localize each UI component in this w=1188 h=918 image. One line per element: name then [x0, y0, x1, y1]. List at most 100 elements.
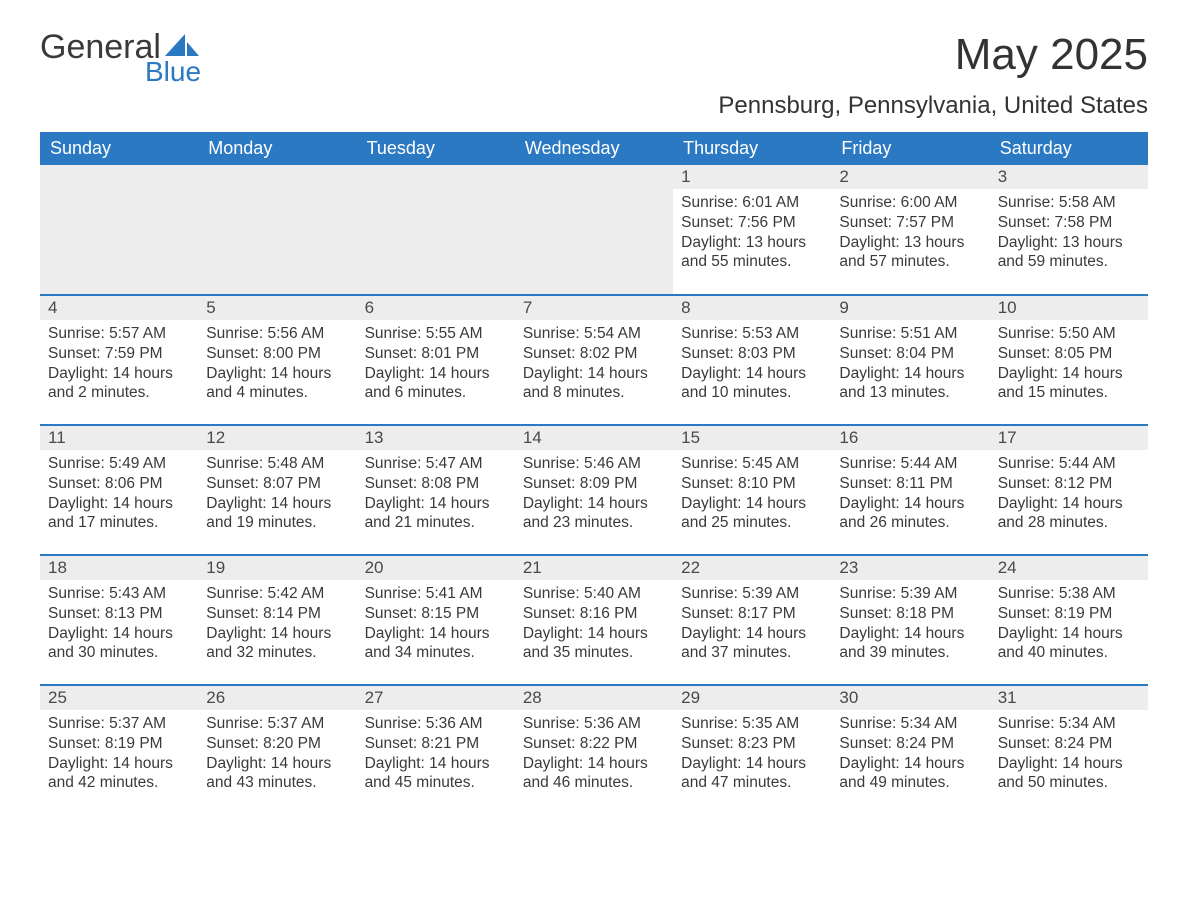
- sunset-text: Sunset: 8:14 PM: [206, 604, 348, 624]
- sunset-text: Sunset: 8:16 PM: [523, 604, 665, 624]
- day-number: 31: [990, 686, 1148, 710]
- header: General Blue May 2025: [40, 30, 1148, 86]
- daylight-text: Daylight: 14 hours and 37 minutes.: [681, 624, 823, 664]
- daylight-text: Daylight: 13 hours and 55 minutes.: [681, 233, 823, 273]
- calendar-week: 4 Sunrise: 5:57 AMSunset: 7:59 PM Daylight…: [40, 295, 1148, 425]
- day-number: 4: [40, 296, 198, 320]
- sunrise-text: Sunrise: 5:44 AM: [839, 454, 981, 474]
- logo-word-2: Blue: [145, 58, 201, 86]
- sunrise-text: Sunrise: 5:37 AM: [206, 714, 348, 734]
- calendar-cell: ..: [357, 165, 515, 295]
- sunrise-text: Sunrise: 5:35 AM: [681, 714, 823, 734]
- sunset-text: Sunset: 8:07 PM: [206, 474, 348, 494]
- sunset-text: Sunset: 8:08 PM: [365, 474, 507, 494]
- calendar-table: Sunday Monday Tuesday Wednesday Thursday…: [40, 132, 1148, 815]
- daylight-text: Daylight: 14 hours and 40 minutes.: [998, 624, 1140, 664]
- sunset-text: Sunset: 8:04 PM: [839, 344, 981, 364]
- calendar-cell: 8Sunrise: 5:53 AMSunset: 8:03 PMDaylight…: [673, 295, 831, 425]
- page-title: May 2025: [955, 30, 1148, 80]
- sunrise-text: Sunrise: 5:51 AM: [839, 324, 981, 344]
- day-number: 27: [357, 686, 515, 710]
- day-number: 22: [673, 556, 831, 580]
- day-details: Sunrise: 6:00 AMSunset: 7:57 PMDaylight:…: [831, 189, 989, 280]
- sunrise-text: Sunrise: 5:39 AM: [681, 584, 823, 604]
- calendar-cell: 25Sunrise: 5:37 AMSunset: 8:19 PMDayligh…: [40, 685, 198, 815]
- logo-word-1: General: [40, 30, 161, 64]
- day-number: 8: [673, 296, 831, 320]
- day-details: Sunrise: 5:47 AMSunset: 8:08 PMDaylight:…: [357, 450, 515, 541]
- calendar-cell: 27Sunrise: 5:36 AMSunset: 8:21 PMDayligh…: [357, 685, 515, 815]
- sunrise-text: Sunrise: 5:34 AM: [839, 714, 981, 734]
- calendar-cell: 13Sunrise: 5:47 AMSunset: 8:08 PMDayligh…: [357, 425, 515, 555]
- daylight-text: Daylight: 14 hours and 43 minutes.: [206, 754, 348, 794]
- daylight-text: Daylight: 14 hours and 6 minutes.: [365, 364, 507, 404]
- day-number: 16: [831, 426, 989, 450]
- daylight-text: Daylight: 14 hours and 17 minutes.: [48, 494, 190, 534]
- day-details: Sunrise: 5:53 AMSunset: 8:03 PMDaylight:…: [673, 320, 831, 411]
- calendar-cell: 2Sunrise: 6:00 AMSunset: 7:57 PMDaylight…: [831, 165, 989, 295]
- sunrise-text: Sunrise: 5:45 AM: [681, 454, 823, 474]
- calendar-cell: 5Sunrise: 5:56 AMSunset: 8:00 PMDaylight…: [198, 295, 356, 425]
- day-number: 20: [357, 556, 515, 580]
- day-details: Sunrise: 5:54 AMSunset: 8:02 PMDaylight:…: [515, 320, 673, 411]
- sunset-text: Sunset: 8:24 PM: [998, 734, 1140, 754]
- day-number: 9: [831, 296, 989, 320]
- sunset-text: Sunset: 7:57 PM: [839, 213, 981, 233]
- day-details: Sunrise: 5:35 AMSunset: 8:23 PMDaylight:…: [673, 710, 831, 801]
- calendar-cell: 12Sunrise: 5:48 AMSunset: 8:07 PMDayligh…: [198, 425, 356, 555]
- sunset-text: Sunset: 8:05 PM: [998, 344, 1140, 364]
- sunset-text: Sunset: 8:11 PM: [839, 474, 981, 494]
- daylight-text: Daylight: 13 hours and 59 minutes.: [998, 233, 1140, 273]
- sunrise-text: Sunrise: 5:46 AM: [523, 454, 665, 474]
- sunrise-text: Sunrise: 5:40 AM: [523, 584, 665, 604]
- day-number: 13: [357, 426, 515, 450]
- calendar-cell: 9Sunrise: 5:51 AMSunset: 8:04 PMDaylight…: [831, 295, 989, 425]
- calendar-week: 25Sunrise: 5:37 AMSunset: 8:19 PMDayligh…: [40, 685, 1148, 815]
- calendar-cell: 24Sunrise: 5:38 AMSunset: 8:19 PMDayligh…: [990, 555, 1148, 685]
- day-number: 5: [198, 296, 356, 320]
- sunset-text: Sunset: 8:15 PM: [365, 604, 507, 624]
- calendar-cell: 29Sunrise: 5:35 AMSunset: 8:23 PMDayligh…: [673, 685, 831, 815]
- day-details: Sunrise: 5:39 AMSunset: 8:17 PMDaylight:…: [673, 580, 831, 671]
- day-details: Sunrise: 5:44 AMSunset: 8:11 PMDaylight:…: [831, 450, 989, 541]
- sunrise-text: Sunrise: 5:53 AM: [681, 324, 823, 344]
- sunset-text: Sunset: 8:03 PM: [681, 344, 823, 364]
- day-details: Sunrise: 5:51 AMSunset: 8:04 PMDaylight:…: [831, 320, 989, 411]
- daylight-text: Daylight: 14 hours and 30 minutes.: [48, 624, 190, 664]
- calendar-cell: 6Sunrise: 5:55 AMSunset: 8:01 PMDaylight…: [357, 295, 515, 425]
- daylight-text: Daylight: 14 hours and 26 minutes.: [839, 494, 981, 534]
- daylight-text: Daylight: 14 hours and 46 minutes.: [523, 754, 665, 794]
- sunrise-text: Sunrise: 5:58 AM: [998, 193, 1140, 213]
- day-number: 2: [831, 165, 989, 189]
- location-subtitle: Pennsburg, Pennsylvania, United States: [40, 92, 1148, 120]
- daylight-text: Daylight: 14 hours and 42 minutes.: [48, 754, 190, 794]
- calendar-cell: ..: [198, 165, 356, 295]
- sunrise-text: Sunrise: 5:34 AM: [998, 714, 1140, 734]
- calendar-cell: ..: [40, 165, 198, 295]
- sunset-text: Sunset: 8:21 PM: [365, 734, 507, 754]
- calendar-cell: 30Sunrise: 5:34 AMSunset: 8:24 PMDayligh…: [831, 685, 989, 815]
- day-number: 7: [515, 296, 673, 320]
- daylight-text: Daylight: 14 hours and 45 minutes.: [365, 754, 507, 794]
- sunrise-text: Sunrise: 5:47 AM: [365, 454, 507, 474]
- sunrise-text: Sunrise: 5:42 AM: [206, 584, 348, 604]
- calendar-cell: 16Sunrise: 5:44 AMSunset: 8:11 PMDayligh…: [831, 425, 989, 555]
- sunrise-text: Sunrise: 5:44 AM: [998, 454, 1140, 474]
- day-details: Sunrise: 5:56 AMSunset: 8:00 PMDaylight:…: [198, 320, 356, 411]
- daylight-text: Daylight: 14 hours and 13 minutes.: [839, 364, 981, 404]
- sunset-text: Sunset: 7:59 PM: [48, 344, 190, 364]
- sunrise-text: Sunrise: 5:54 AM: [523, 324, 665, 344]
- calendar-cell: 19Sunrise: 5:42 AMSunset: 8:14 PMDayligh…: [198, 555, 356, 685]
- sunrise-text: Sunrise: 5:37 AM: [48, 714, 190, 734]
- day-details: Sunrise: 5:38 AMSunset: 8:19 PMDaylight:…: [990, 580, 1148, 671]
- day-number: 14: [515, 426, 673, 450]
- calendar-cell: 7Sunrise: 5:54 AMSunset: 8:02 PMDaylight…: [515, 295, 673, 425]
- calendar-cell: 23Sunrise: 5:39 AMSunset: 8:18 PMDayligh…: [831, 555, 989, 685]
- daylight-text: Daylight: 14 hours and 34 minutes.: [365, 624, 507, 664]
- day-details: Sunrise: 5:44 AMSunset: 8:12 PMDaylight:…: [990, 450, 1148, 541]
- sunrise-text: Sunrise: 5:57 AM: [48, 324, 190, 344]
- day-number: 30: [831, 686, 989, 710]
- sunrise-text: Sunrise: 6:01 AM: [681, 193, 823, 213]
- day-details: Sunrise: 5:36 AMSunset: 8:21 PMDaylight:…: [357, 710, 515, 801]
- sunset-text: Sunset: 8:22 PM: [523, 734, 665, 754]
